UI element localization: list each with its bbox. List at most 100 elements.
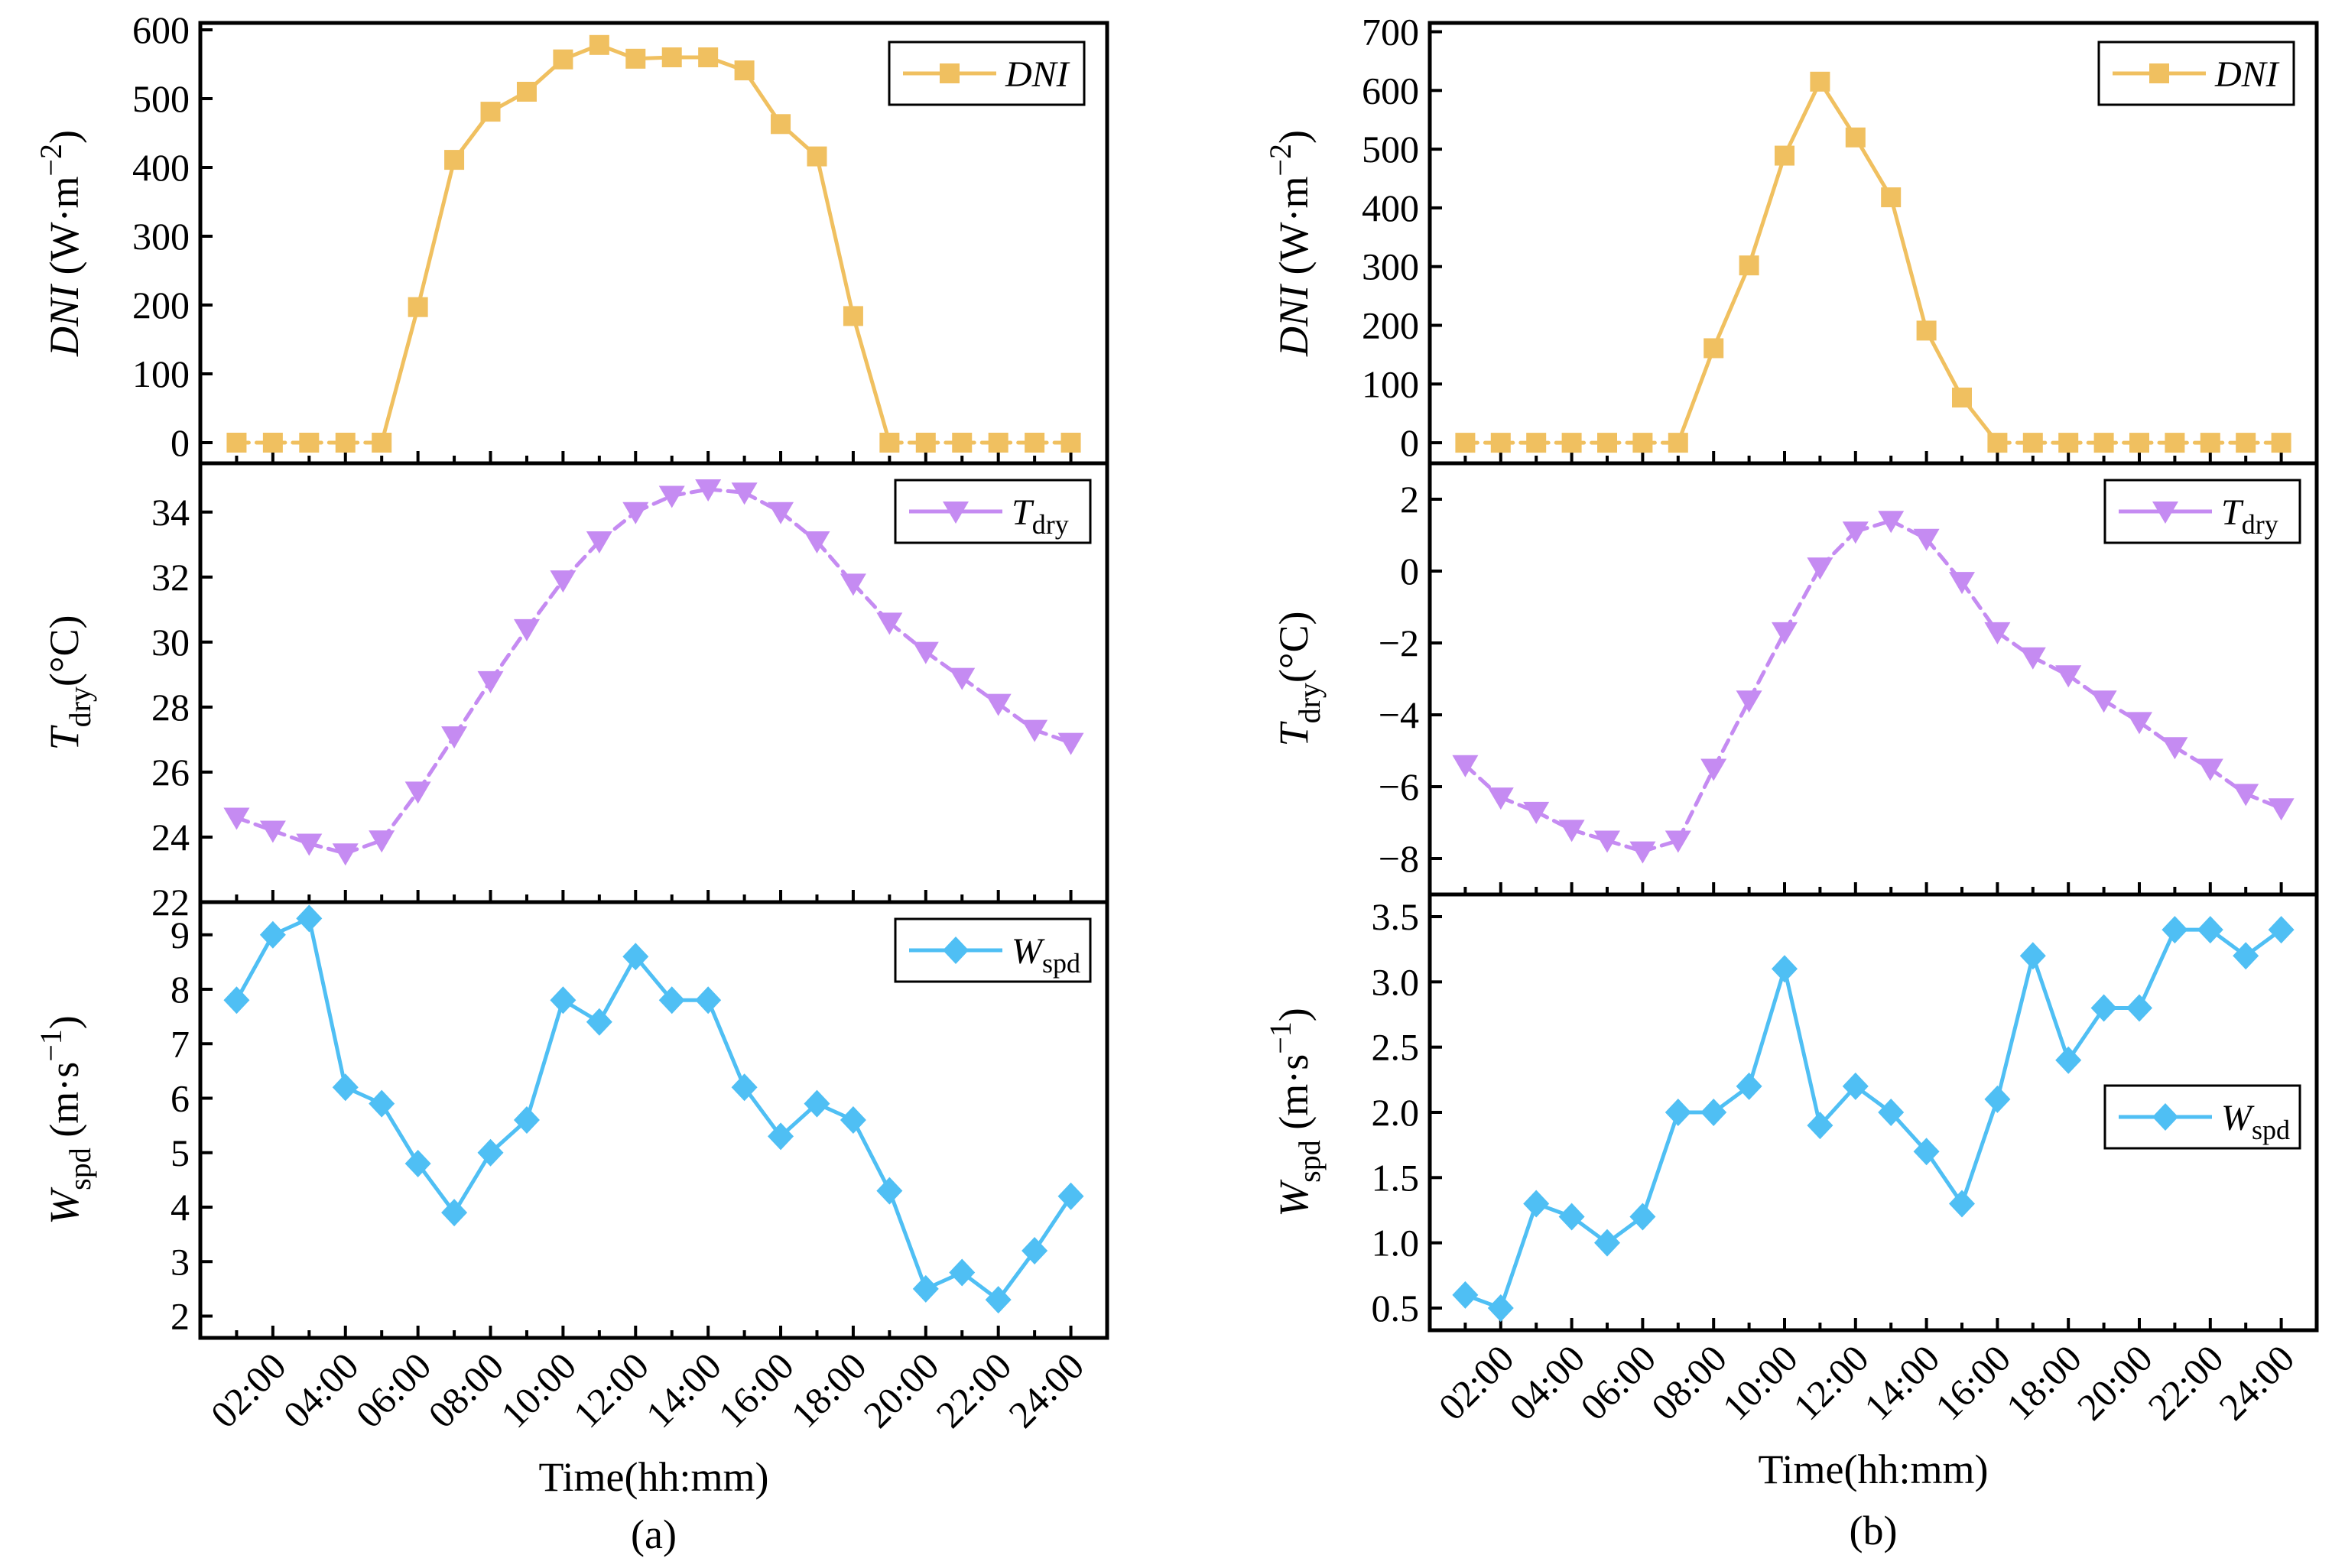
- data-point: [1842, 1072, 1869, 1100]
- y-axis-label: Tdry(°C): [41, 615, 97, 751]
- data-point: [915, 433, 936, 453]
- x-tick-label: 22:00: [927, 1344, 1019, 1436]
- y-axis-label: DNI (W·m−2): [1263, 130, 1317, 357]
- data-point: [1807, 557, 1833, 580]
- data-point: [586, 1008, 612, 1036]
- data-point: [804, 531, 830, 554]
- y-tick-label: 3: [171, 1240, 190, 1283]
- data-point: [2236, 433, 2256, 453]
- data-point: [1060, 433, 1081, 453]
- data-point: [879, 433, 900, 453]
- series-segment: [1676, 767, 1716, 842]
- y-tick-label: 26: [151, 751, 190, 794]
- series-segment: [960, 676, 1001, 706]
- data-point: [2129, 433, 2149, 453]
- y-tick-label: 300: [132, 215, 190, 258]
- series-segment: [379, 305, 421, 445]
- data-point: [912, 641, 939, 664]
- y-tick-label: 100: [132, 352, 190, 395]
- data-point: [2093, 433, 2114, 453]
- data-point: [1025, 433, 1045, 453]
- data-point: [2058, 433, 2079, 453]
- data-point: [1881, 187, 1902, 208]
- series-segment: [814, 154, 856, 318]
- data-point: [1878, 511, 1905, 534]
- data-point: [1487, 1294, 1514, 1322]
- data-point: [2126, 712, 2152, 735]
- y-tick-label: 100: [1362, 362, 1419, 405]
- y-tick-label: 700: [1362, 11, 1419, 54]
- data-point: [2090, 994, 2117, 1022]
- data-point: [550, 986, 577, 1014]
- y-tick-label: 34: [151, 491, 190, 534]
- series-segment: [851, 1118, 892, 1193]
- data-point: [1984, 1085, 2011, 1113]
- series-segment: [742, 1085, 783, 1138]
- data-point: [1949, 1190, 1975, 1218]
- data-point: [262, 433, 283, 453]
- data-point: [1949, 572, 1975, 595]
- data-point: [698, 47, 719, 67]
- y-axis-label: DNI (W·m−2): [34, 130, 87, 357]
- data-point: [259, 920, 286, 949]
- data-point: [840, 1106, 866, 1134]
- data-point: [1807, 1112, 1833, 1140]
- legend-marker: [2149, 63, 2169, 83]
- data-point: [477, 670, 504, 693]
- data-point: [1665, 1099, 1691, 1126]
- x-tick-label: 18:00: [1998, 1336, 2090, 1428]
- figure-caption: (a): [631, 1511, 677, 1557]
- y-tick-label: 300: [1362, 245, 1419, 288]
- x-tick-label: 16:00: [1927, 1336, 2019, 1428]
- data-point: [1772, 622, 1798, 644]
- x-tick-label: 20:00: [855, 1344, 947, 1436]
- data-point: [1878, 1099, 1905, 1126]
- data-point: [949, 1258, 976, 1287]
- series-segment: [1960, 1097, 1999, 1206]
- y-tick-label: 30: [151, 621, 190, 664]
- data-point: [912, 1274, 939, 1303]
- data-point: [1739, 255, 1759, 276]
- x-tick-label: 12:00: [565, 1344, 657, 1436]
- y-tick-label: 3.5: [1372, 895, 1420, 938]
- data-point: [1455, 433, 1476, 453]
- x-tick-label: 20:00: [2069, 1336, 2161, 1428]
- data-point: [1665, 830, 1691, 853]
- y-tick-label: 1.0: [1372, 1222, 1420, 1264]
- series-segment: [2066, 1005, 2106, 1063]
- data-point: [1736, 690, 1762, 713]
- y-tick-label: 2: [171, 1295, 190, 1338]
- data-point: [1668, 433, 1688, 453]
- data-point: [404, 1150, 431, 1177]
- data-point: [226, 433, 247, 453]
- data-point: [768, 502, 794, 524]
- series-segment: [452, 1151, 493, 1215]
- data-point: [1984, 622, 2011, 644]
- data-point: [296, 833, 323, 856]
- data-point: [2090, 690, 2117, 713]
- x-axis-label: Time(hh:mm): [538, 1454, 768, 1500]
- data-point: [1526, 433, 1547, 453]
- series-segment: [1499, 1201, 1538, 1310]
- series-segment: [1782, 966, 1822, 1128]
- series-segment: [851, 313, 892, 445]
- y-tick-label: 9: [171, 914, 190, 956]
- data-point: [988, 433, 1008, 453]
- x-tick-label: 08:00: [420, 1344, 512, 1436]
- x-tick-label: 14:00: [1856, 1336, 1947, 1428]
- data-point: [952, 433, 973, 453]
- legend-marker: [2152, 502, 2178, 524]
- data-point: [625, 48, 646, 69]
- data-point: [223, 807, 250, 830]
- x-tick-label: 24:00: [2210, 1336, 2302, 1428]
- y-tick-label: 4: [171, 1186, 190, 1229]
- data-point: [1916, 320, 1937, 341]
- data-point: [335, 433, 356, 453]
- series-segment: [1924, 328, 1964, 400]
- series-segment: [2172, 745, 2213, 771]
- series-segment: [1747, 630, 1787, 703]
- data-point: [369, 1089, 395, 1118]
- y-tick-label: 3.0: [1372, 960, 1420, 1003]
- panel-tdry: 22 24 26 28 30 32 34 Tdry Tdry(°C): [41, 461, 1109, 924]
